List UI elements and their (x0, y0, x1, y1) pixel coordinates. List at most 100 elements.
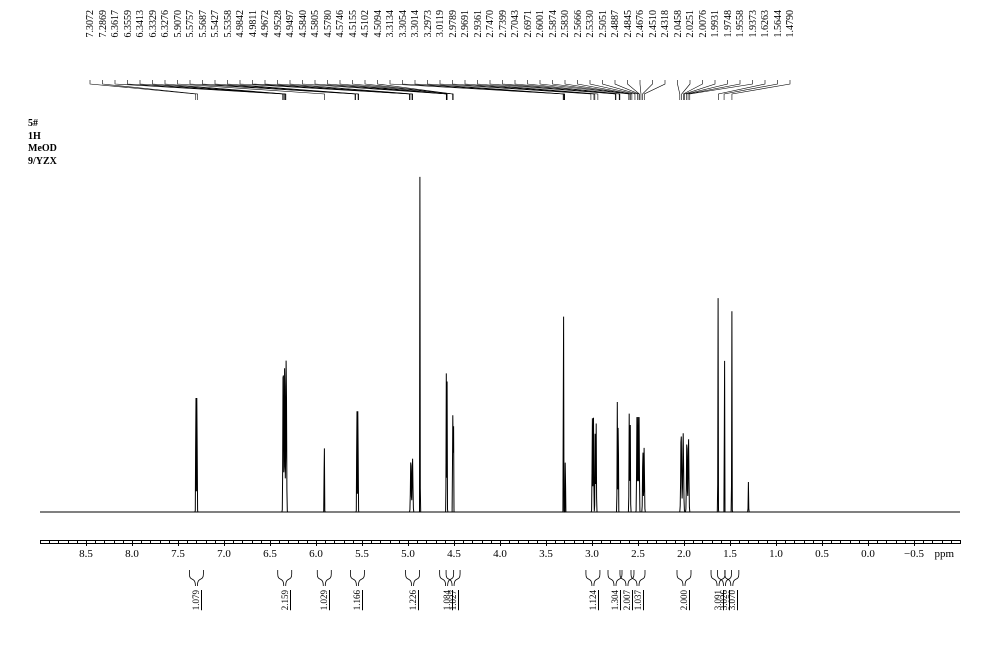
x-axis-minor-tick (730, 540, 731, 544)
x-axis-minor-tick (758, 540, 759, 544)
peak-ppm-label: 3.3134 (386, 10, 396, 38)
x-axis-minor-tick (58, 540, 59, 544)
peak-ppm-label: 6.3413 (136, 10, 146, 38)
spectrum-plot (40, 92, 960, 532)
x-axis-minor-tick (454, 540, 455, 544)
x-axis-minor-tick (776, 540, 777, 544)
x-axis-tick-label: 8.0 (125, 548, 139, 560)
peak-ppm-label: 5.5757 (186, 10, 196, 38)
integral-value-label: 2.007 (623, 590, 632, 610)
x-axis-minor-tick (445, 540, 446, 544)
x-axis-minor-tick (298, 540, 299, 544)
x-axis-minor-tick (905, 540, 906, 544)
x-axis-minor-tick (132, 540, 133, 544)
peak-ppm-label: 2.5051 (599, 10, 609, 38)
peak-ppm-label: 4.5746 (336, 10, 346, 38)
peak-ppm-label: 2.4318 (661, 10, 671, 38)
peak-ppm-label: 3.3014 (411, 10, 421, 38)
x-axis-minor-tick (693, 540, 694, 544)
x-axis-minor-tick (960, 540, 961, 544)
peak-ppm-label: 2.4845 (624, 10, 634, 38)
x-axis-minor-tick (279, 540, 280, 544)
peak-ppm-label: 4.9497 (286, 10, 296, 38)
x-axis-minor-tick (288, 540, 289, 544)
x-axis-minor-tick (923, 540, 924, 544)
x-axis-minor-tick (114, 540, 115, 544)
x-axis-minor-tick (344, 540, 345, 544)
x-axis-minor-tick (785, 540, 786, 544)
peak-ppm-label: 3.3054 (399, 10, 409, 38)
x-axis-minor-tick (942, 540, 943, 544)
x-axis-minor-tick (436, 540, 437, 544)
integral-value-label: 2.000 (680, 590, 689, 610)
x-axis-minor-tick (886, 540, 887, 544)
x-axis-minor-tick (215, 540, 216, 544)
x-axis-minor-tick (951, 540, 952, 544)
peak-ppm-label: 2.7043 (511, 10, 521, 38)
x-axis-minor-tick (233, 540, 234, 544)
x-axis-tick-label: 6.0 (309, 548, 323, 560)
peak-ppm-label: 6.3617 (111, 10, 121, 38)
peak-ppm-label: 4.9811 (249, 10, 259, 37)
x-axis-minor-tick (721, 540, 722, 544)
peak-ppm-label: 2.5874 (549, 10, 559, 38)
x-axis-minor-tick (242, 540, 243, 544)
x-axis-minor-tick (656, 540, 657, 544)
x-axis-tick-label: 4.0 (493, 548, 507, 560)
x-axis-minor-tick (583, 540, 584, 544)
nmr-spectrum-figure: 5#1HMeOD9/YZX 7.30727.28696.36176.35596.… (0, 0, 1000, 650)
x-axis-minor-tick (932, 540, 933, 544)
peak-ppm-label: 4.9842 (236, 10, 246, 38)
peak-ppm-label: 2.0251 (686, 10, 696, 38)
x-axis-minor-tick (77, 540, 78, 544)
peak-ppm-label: 6.3276 (161, 10, 171, 38)
x-axis-minor-tick (537, 540, 538, 544)
x-axis-minor-tick (224, 540, 225, 544)
x-axis-minor-tick (840, 540, 841, 544)
x-axis-minor-tick (408, 540, 409, 544)
x-axis-minor-tick (574, 540, 575, 544)
x-axis-tick-label: 2.0 (677, 548, 691, 560)
x-axis-tick-label: 8.5 (79, 548, 93, 560)
peak-ppm-label: 1.9748 (724, 10, 734, 38)
x-axis-minor-tick (739, 540, 740, 544)
peak-ppm-label: 2.5830 (561, 10, 571, 38)
x-axis-minor-tick (463, 540, 464, 544)
x-axis-minor-tick (169, 540, 170, 544)
x-axis-minor-tick (546, 540, 547, 544)
x-axis-tick-label: 6.5 (263, 548, 277, 560)
x-axis-tick-label: 0.5 (815, 548, 829, 560)
peak-ppm-label: 2.9361 (474, 10, 484, 38)
x-axis-minor-tick (178, 540, 179, 544)
integral-value-label: 1.166 (353, 590, 362, 610)
peak-ppm-label: 2.0458 (674, 10, 684, 38)
x-axis-minor-tick (307, 540, 308, 544)
x-axis-minor-tick (767, 540, 768, 544)
x-axis-minor-tick (518, 540, 519, 544)
x-axis-minor-tick (104, 540, 105, 544)
integral-row: 1.0792.1591.0291.1661.2261.0841.0271.124… (40, 570, 960, 640)
x-axis-minor-tick (472, 540, 473, 544)
x-axis-tick-label: 0.0 (861, 548, 875, 560)
integral-value-label: 1.079 (192, 590, 201, 610)
x-axis-tick-label: 1.0 (769, 548, 783, 560)
peak-ppm-label: 2.7399 (499, 10, 509, 38)
x-axis-minor-tick (675, 540, 676, 544)
x-axis-minor-tick (794, 540, 795, 544)
peak-ppm-label: 2.4676 (636, 10, 646, 38)
integral-value-label: 1.029 (320, 590, 329, 610)
peak-ppm-label: 4.5780 (324, 10, 334, 38)
x-axis-minor-tick (610, 540, 611, 544)
x-axis-tick-label: 7.5 (171, 548, 185, 560)
peak-ppm-label: 7.2869 (99, 10, 109, 38)
x-axis-minor-tick (914, 540, 915, 544)
x-axis-minor-tick (417, 540, 418, 544)
x-axis-minor-tick (371, 540, 372, 544)
x-axis-tick-label: 5.5 (355, 548, 369, 560)
peak-ppm-label: 2.9691 (461, 10, 471, 38)
peak-ppm-label: 1.9931 (711, 10, 721, 38)
x-axis-minor-tick (831, 540, 832, 544)
peak-ppm-label: 5.5358 (224, 10, 234, 38)
x-axis-minor-tick (399, 540, 400, 544)
x-axis-minor-tick (804, 540, 805, 544)
